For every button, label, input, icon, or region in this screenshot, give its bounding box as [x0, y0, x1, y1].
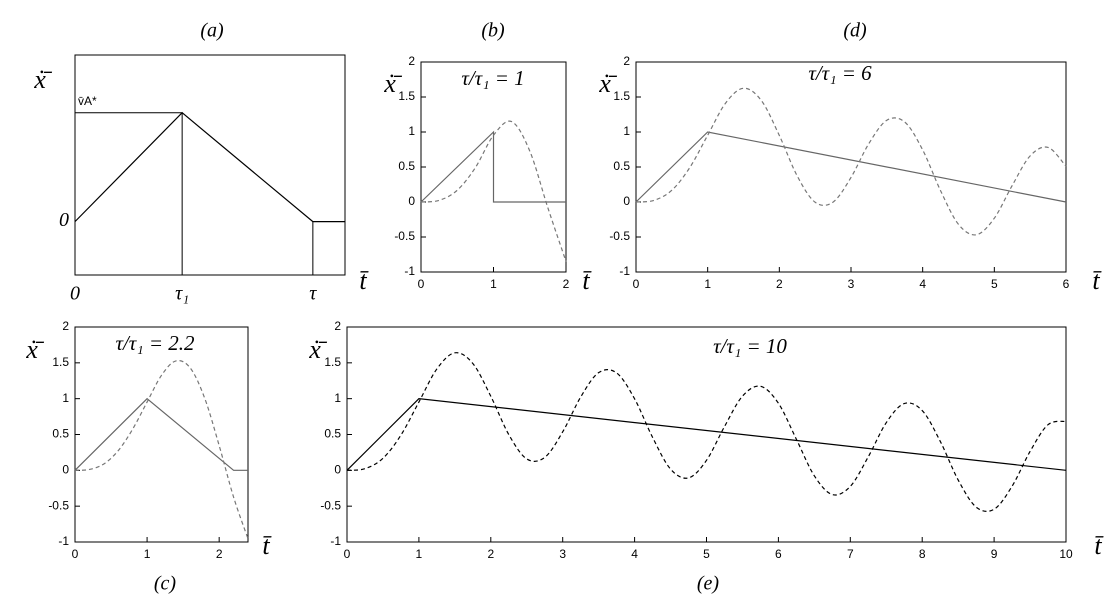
x-tick-label: 7	[847, 547, 854, 561]
plot-frame	[74, 54, 346, 276]
y-tick-label: 2	[623, 54, 630, 68]
y-tick-label: -1	[330, 534, 341, 548]
y-tick-label: -1	[404, 264, 415, 278]
x-axis-label: t̄	[359, 266, 369, 295]
velocity-profile	[74, 111, 345, 223]
x-tick-label: 0	[633, 277, 640, 291]
x-tick-label: 5	[703, 547, 710, 561]
annotation: τ/τ₁ = 2.2	[115, 331, 195, 355]
y-tick-label: 1	[334, 391, 341, 405]
y-tick-label: 2	[62, 319, 69, 333]
x-axis-label: t̄	[262, 531, 272, 560]
x-tick-label: 8	[919, 547, 926, 561]
y-tick-label: 0.5	[324, 427, 341, 441]
annotation: τ/τ₁ = 6	[808, 61, 872, 85]
y-tick-label: 0.5	[52, 427, 69, 441]
velocity-profile	[635, 131, 1067, 203]
x-tick-label: 1	[416, 547, 423, 561]
y-tick-label: 0	[334, 463, 341, 477]
y-tick-label: 0	[59, 209, 69, 231]
y-tick-label: 0.5	[398, 159, 415, 173]
y-tick-label: 2	[334, 319, 341, 333]
y-tick-label: 2	[408, 54, 415, 68]
y-tick-label: -1	[58, 534, 69, 548]
x-tick-label: 3	[559, 547, 566, 561]
x-tick-label: 0	[418, 277, 425, 291]
plot-frame	[635, 61, 1067, 273]
y-tick-label: 1	[62, 391, 69, 405]
y-tick-label: 1.5	[52, 355, 69, 369]
y-tick-label: 0.5	[613, 159, 630, 173]
plot-frame	[346, 326, 1067, 543]
y-tick-label: 1.5	[324, 355, 341, 369]
velocity-profile	[346, 398, 1067, 471]
x-tick-label: 0	[70, 283, 80, 305]
velocity-profile	[420, 130, 566, 203]
y-axis-label: ẋ̄	[33, 65, 53, 94]
plot-frame	[74, 326, 249, 543]
y-tick-label: 1.5	[613, 89, 630, 103]
x-tick-label: 2	[563, 277, 570, 291]
y-tick-label: -0.5	[320, 498, 341, 512]
x-tick-label: 2	[216, 547, 223, 561]
y-tick-label: -0.5	[48, 498, 69, 512]
response-curve	[74, 360, 249, 539]
x-axis-label: t̄	[582, 266, 592, 295]
x-tick-label: 5	[991, 277, 998, 291]
x-tick-label: 4	[631, 547, 638, 561]
x-tick-label: 2	[776, 277, 783, 291]
y-tick-label: 0	[408, 194, 415, 208]
y-tick-label: 1	[408, 124, 415, 138]
y-tick-label: -0.5	[394, 229, 415, 243]
y-tick-label: 0	[623, 194, 630, 208]
x-axis-label: t̄	[1092, 266, 1102, 295]
x-tick-label: 6	[1063, 277, 1070, 291]
x-tick-label: 1	[490, 277, 497, 291]
panel-caption: (d)	[843, 20, 867, 42]
panel-caption: (e)	[697, 573, 720, 595]
x-tick-label: 1	[704, 277, 711, 291]
x-tick-label: 9	[991, 547, 998, 561]
x-tick-label: 3	[848, 277, 855, 291]
x-tick-label: τ	[309, 283, 317, 305]
y-tick-label: v̄A*	[78, 94, 97, 108]
x-tick-label: 0	[344, 547, 351, 561]
y-axis-label: ẋ̄	[25, 335, 45, 364]
response-curve	[420, 120, 567, 262]
x-tick-label: 2	[487, 547, 494, 561]
x-tick-label: τ₁	[175, 283, 189, 305]
x-tick-label: 0	[72, 547, 79, 561]
x-axis-label: t̄	[1094, 531, 1104, 560]
panel-caption: (b)	[481, 20, 505, 42]
x-tick-label: 6	[775, 547, 782, 561]
x-tick-label: 10	[1059, 547, 1073, 561]
panel-caption: (a)	[200, 20, 224, 42]
y-tick-label: -0.5	[609, 229, 630, 243]
y-tick-label: 0	[62, 463, 69, 477]
y-tick-label: 1	[623, 124, 630, 138]
y-tick-label: -1	[619, 264, 630, 278]
x-tick-label: 4	[919, 277, 926, 291]
x-tick-label: 1	[144, 547, 151, 561]
panel-caption: (c)	[154, 573, 177, 595]
velocity-profile	[74, 397, 248, 471]
response-curve	[635, 87, 1067, 236]
y-tick-label: 1.5	[398, 89, 415, 103]
annotation: τ/τ₁ = 10	[713, 334, 787, 358]
annotation: τ/τ₁ = 1	[461, 66, 524, 90]
response-curve	[346, 352, 1067, 512]
